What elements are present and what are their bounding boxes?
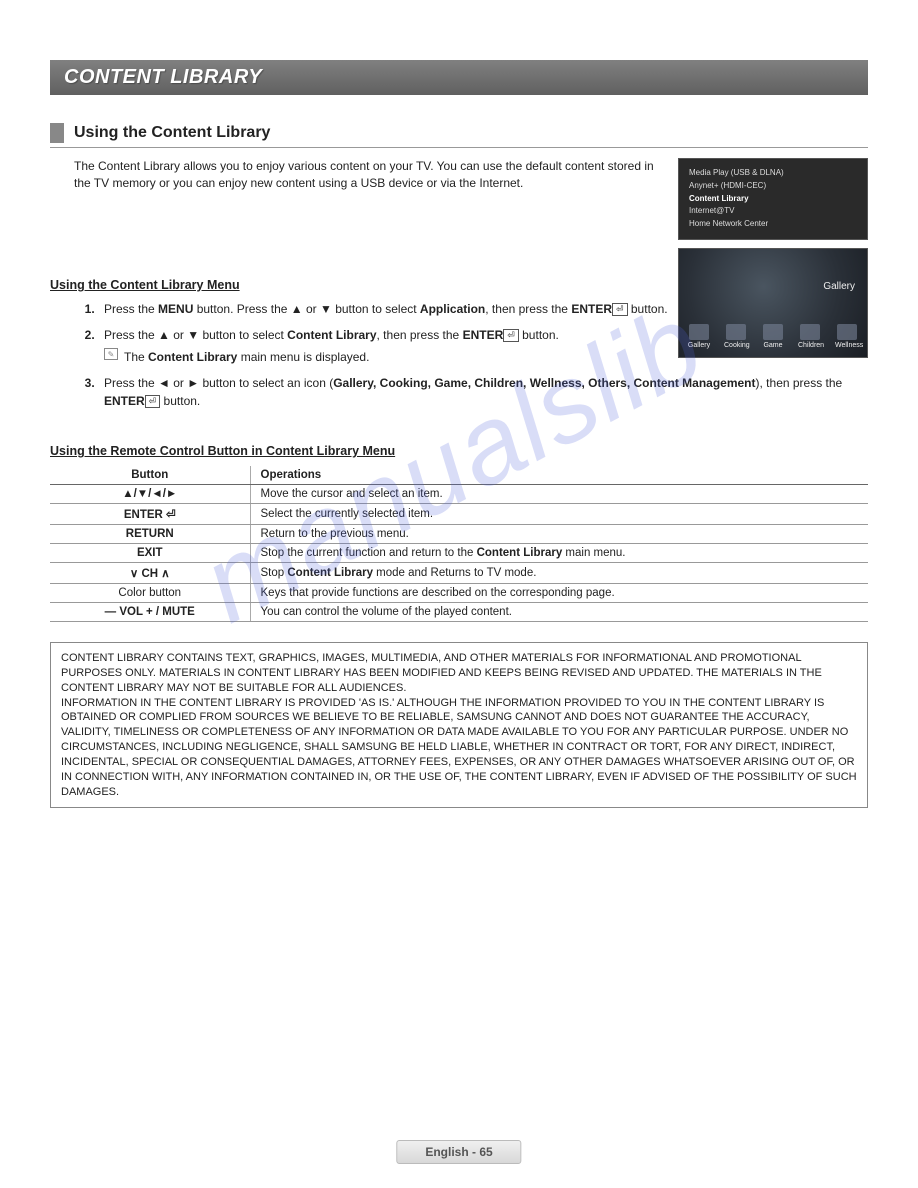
remote-buttons-table: Button Operations ▲/▼/◄/► Move the curso… xyxy=(50,466,868,622)
note-icon: ✎ xyxy=(104,348,118,360)
tv-menu-item: Media Play (USB & DLNA) xyxy=(689,167,857,180)
tv-gallery-screenshot: Gallery Gallery Cooking Game Children We… xyxy=(678,248,868,358)
tv-menu-item: Home Network Center xyxy=(689,218,857,231)
table-row: ENTER ⏎ Select the currently selected it… xyxy=(50,503,868,524)
table-header-button: Button xyxy=(50,466,250,485)
tv-menu-item: Anynet+ (HDMI-CEC) xyxy=(689,180,857,193)
table-row: RETURN Return to the previous menu. xyxy=(50,524,868,543)
table-row: ∨ CH ∧ Stop Content Library mode and Ret… xyxy=(50,562,868,583)
disclaimer-box: CONTENT LIBRARY CONTAINS TEXT, GRAPHICS,… xyxy=(50,642,868,808)
enter-icon: ⏎ xyxy=(145,395,161,408)
table-row: EXIT Stop the current function and retur… xyxy=(50,543,868,562)
step-3: Press the ◄ or ► button to select an ico… xyxy=(98,374,868,410)
tv-gallery-label: Gallery xyxy=(823,281,855,292)
tv-icon: Game xyxy=(761,324,785,349)
enter-icon: ⏎ xyxy=(612,303,628,316)
tv-menu-item-selected: Content Library xyxy=(689,193,857,206)
table-row: — VOL + / MUTE You can control the volum… xyxy=(50,602,868,621)
section-heading-row: Using the Content Library xyxy=(50,123,868,148)
section-heading: Using the Content Library xyxy=(74,124,270,142)
table-row: ▲/▼/◄/► Move the cursor and select an it… xyxy=(50,484,868,503)
section-banner: CONTENT LIBRARY xyxy=(50,60,868,95)
enter-icon: ⏎ xyxy=(503,329,519,342)
tv-menu-screenshot: Media Play (USB & DLNA) Anynet+ (HDMI-CE… xyxy=(678,158,868,240)
page-footer: English - 65 xyxy=(396,1140,521,1164)
tv-icon: Gallery xyxy=(687,324,711,349)
tv-screenshots: Media Play (USB & DLNA) Anynet+ (HDMI-CE… xyxy=(678,158,868,358)
table-header-operations: Operations xyxy=(250,466,868,485)
heading-marker xyxy=(50,123,64,143)
sub-heading-remote: Using the Remote Control Button in Conte… xyxy=(50,444,868,458)
table-row: Color button Keys that provide functions… xyxy=(50,583,868,602)
tv-icon: Cooking xyxy=(724,324,748,349)
tv-menu-item: Internet@TV xyxy=(689,205,857,218)
table-header-row: Button Operations xyxy=(50,466,868,485)
tv-icon: Wellness xyxy=(835,324,859,349)
tv-icon: Children xyxy=(798,324,822,349)
